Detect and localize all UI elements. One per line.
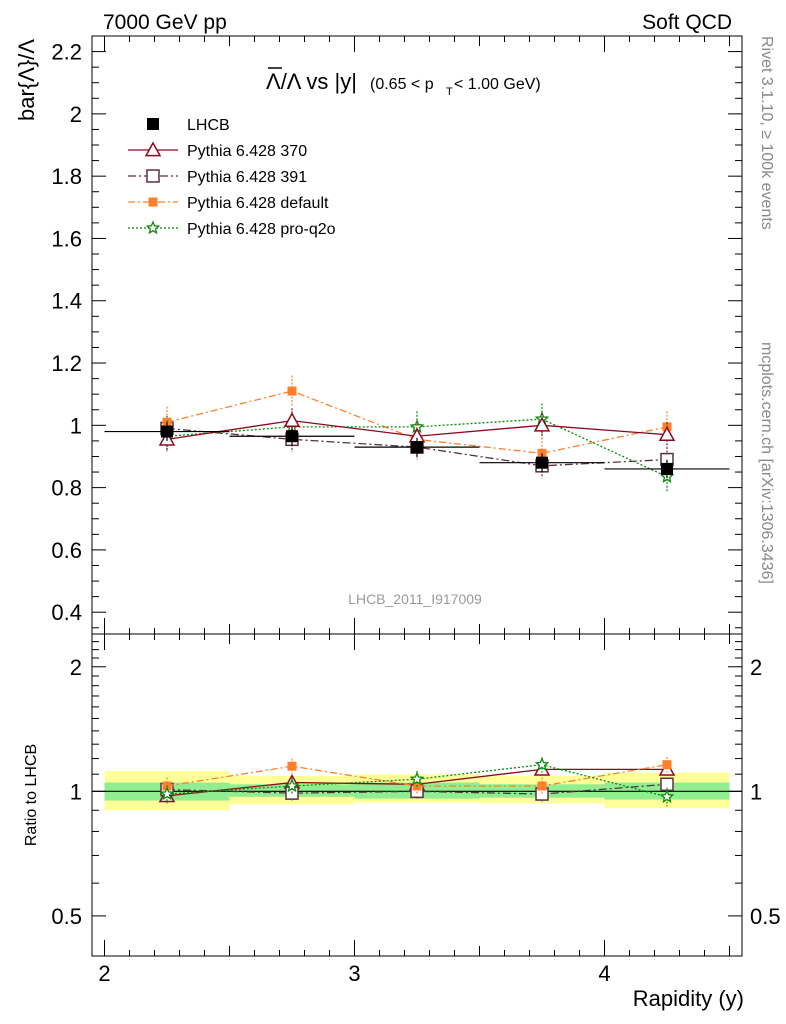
ratio-series-pq2o [159, 757, 675, 807]
xtick-label: 3 [348, 961, 360, 986]
main-ytick-label: 1.2 [51, 351, 82, 376]
main-point-pdefault [287, 386, 297, 396]
header-left: 7000 GeV pp [103, 11, 227, 34]
rivet-label: Rivet 3.1.10, ≥ 100k events [758, 36, 775, 230]
main-ytick-label: 2 [70, 102, 82, 127]
main-ytick-label: 1 [70, 413, 82, 438]
legend-entry-pq2o: Pythia 6.428 pro-q2o [128, 220, 336, 238]
ratio-ylabel: Ratio to LHCB [23, 744, 40, 846]
main-point-data [536, 456, 548, 469]
legend-marker-pq2o [145, 220, 161, 235]
main-ytick-label: 2.2 [51, 40, 82, 65]
ratio-ytick-label-left: 0.5 [51, 904, 82, 929]
legend-label-data: LHCB [187, 117, 230, 134]
main-line-pq2o [166, 418, 668, 478]
ratio-ytick-label-right: 0.5 [750, 904, 781, 929]
main-title: Λ/Λ vs |y| (0.65 < p T < 1.00 GeV) [266, 67, 541, 98]
main-point-data [286, 430, 298, 443]
title-main: Λ/Λ vs |y| [266, 69, 357, 94]
title-cut-sub: T [446, 86, 453, 98]
title-cut-pre: (0.65 < p [370, 76, 434, 93]
main-ytick-label: 1.8 [51, 164, 82, 189]
ratio-line-p391 [166, 783, 668, 795]
ratio-point-pdefault [287, 761, 297, 771]
main-point-data [661, 462, 673, 475]
ratio-point-pq2o [534, 757, 550, 771]
legend-entry-pdefault: Pythia 6.428 default [128, 195, 329, 212]
legend-entry-p370: Pythia 6.428 370 [128, 141, 307, 160]
main-ylabel: bar{Λ}/Λ [14, 39, 39, 121]
xtick-label: 2 [98, 961, 110, 986]
main-series-p370 [158, 408, 676, 452]
main-point-data [161, 425, 173, 438]
x-axis-label: Rapidity (y) [633, 986, 744, 1011]
legend-label-pq2o: Pythia 6.428 pro-q2o [187, 221, 336, 238]
ratio-ytick-label-right: 2 [750, 655, 762, 680]
legend-entry-data: LHCB [147, 117, 230, 134]
main-point-p370 [658, 426, 676, 442]
main-line-pdefault [166, 390, 668, 455]
ratio-point-pdefault [662, 760, 672, 770]
main-ytick-label: 1.6 [51, 226, 82, 251]
title-cut-post: < 1.00 GeV) [454, 76, 541, 93]
legend-label-pdefault: Pythia 6.428 default [187, 195, 329, 212]
ratio-ytick-label-left: 2 [70, 655, 82, 680]
legend-marker-p391 [146, 169, 160, 183]
ratio-point-pq2o [284, 778, 300, 793]
main-point-p370 [533, 416, 551, 432]
legend-marker-pdefault [148, 197, 158, 207]
legend-marker-p370 [144, 141, 162, 157]
main-point-data [411, 441, 423, 454]
legend-label-p391: Pythia 6.428 391 [187, 169, 307, 186]
mcplots-label: mcplots.cern.ch [arXiv:1306.3436] [758, 342, 775, 584]
ratio-point-pdefault [537, 781, 547, 791]
main-ytick-label: 0.4 [51, 600, 82, 625]
main-point-p370 [283, 412, 301, 428]
main-ytick-label: 0.6 [51, 538, 82, 563]
legend-marker-data [147, 118, 159, 130]
xtick-label: 4 [598, 961, 610, 986]
analysis-watermark: LHCB_2011_I917009 [348, 591, 482, 607]
ratio-ytick-label-left: 1 [70, 779, 82, 804]
main-ytick-label: 1.4 [51, 289, 82, 314]
axes: 0.4 0.6 0.8 1 1.2 1.4 1.6 1.8 2 2.2 2 3 4 0.5 0.5 1 1 2 2 [51, 35, 781, 986]
ratio-ytick-label-right: 1 [750, 779, 762, 804]
ratio-point-pq2o [409, 771, 425, 786]
ratio-line-pdefault [166, 764, 668, 787]
ratio-frame [91, 633, 743, 957]
main-ytick-label: 0.8 [51, 476, 82, 501]
legend-entry-p391: Pythia 6.428 391 [128, 169, 307, 186]
main-series-data [104, 422, 730, 479]
ratio-point-pq2o [159, 786, 175, 801]
header-right: Soft QCD [642, 11, 732, 34]
ratio-point-pq2o [659, 789, 675, 804]
legend: LHCB Pythia 6.428 370 Pythia 6.428 391 Pyth… [128, 117, 336, 238]
series-layer [104, 375, 730, 807]
legend-label-p370: Pythia 6.428 370 [187, 143, 307, 160]
